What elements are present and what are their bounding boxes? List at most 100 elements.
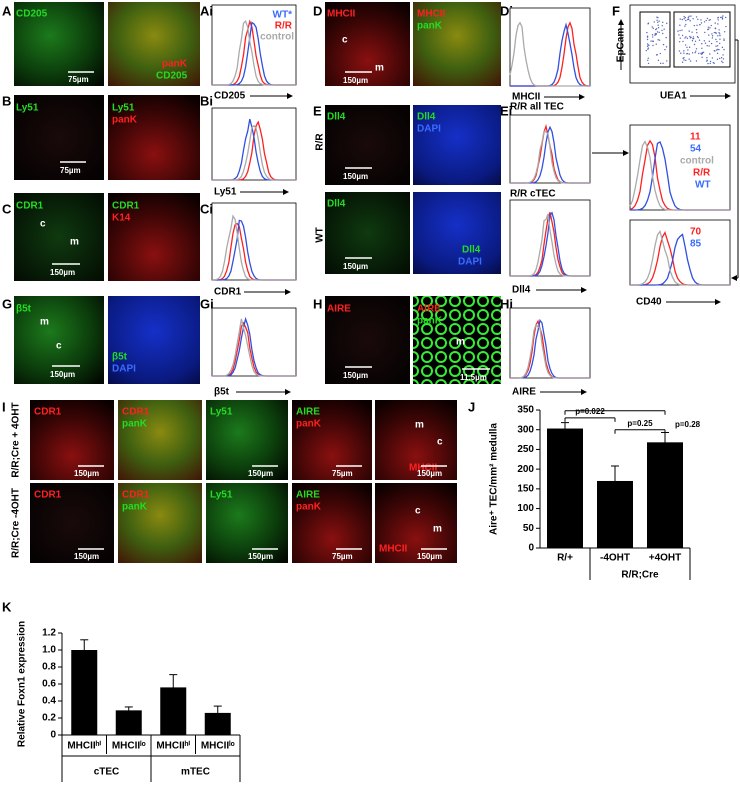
scale-label: 75µm xyxy=(68,75,89,84)
y-tick-label: 1.2 xyxy=(42,628,56,639)
dot xyxy=(689,60,692,62)
dot xyxy=(691,31,693,33)
scale-label: 150µm xyxy=(248,469,273,478)
dot xyxy=(662,32,664,35)
dot xyxy=(717,17,719,19)
histogram-curve xyxy=(212,124,296,181)
dot xyxy=(714,22,716,24)
stain-label: c xyxy=(415,506,421,517)
dot xyxy=(683,52,685,54)
dot xyxy=(646,43,649,45)
axis-label: AIRE xyxy=(512,387,536,398)
bar xyxy=(647,442,683,548)
dot xyxy=(657,59,660,62)
dot xyxy=(657,17,659,19)
dot xyxy=(662,62,664,65)
panel-letter: G xyxy=(2,296,12,311)
dot xyxy=(709,53,711,55)
dot xyxy=(690,36,692,39)
scale-label: 150µm xyxy=(343,172,368,181)
dot xyxy=(679,18,681,20)
scale-label: 150µm xyxy=(50,370,75,379)
dot xyxy=(679,29,681,32)
dot xyxy=(696,32,698,34)
micrograph xyxy=(14,296,104,384)
stain-label: Ly51 xyxy=(112,103,135,114)
dot xyxy=(685,23,687,26)
axis-label: CD205 xyxy=(214,91,246,102)
dot xyxy=(686,52,689,55)
dot xyxy=(685,59,687,62)
stain-label: panK xyxy=(417,316,443,327)
dot xyxy=(701,51,703,54)
stain-label: CD205 xyxy=(156,71,188,82)
dot xyxy=(718,48,720,51)
dot xyxy=(688,15,690,18)
dot xyxy=(700,22,703,24)
stain-label: CDR1 xyxy=(112,201,140,212)
dot xyxy=(721,60,723,63)
dot xyxy=(696,35,699,38)
dot xyxy=(681,29,683,31)
dot xyxy=(692,36,695,38)
dot-plot xyxy=(629,4,736,84)
dot xyxy=(658,39,661,41)
dot xyxy=(689,35,691,38)
x-tick-label: +4OHT xyxy=(649,553,682,564)
histogram-curve xyxy=(212,20,296,86)
stain-label: Ly51 xyxy=(210,407,233,418)
gate xyxy=(673,11,731,68)
dot xyxy=(687,49,689,51)
dot xyxy=(719,42,721,45)
dot xyxy=(685,36,687,38)
dot xyxy=(690,15,692,17)
stain-label: CDR1 xyxy=(34,407,62,418)
micrograph xyxy=(413,192,501,274)
dot xyxy=(710,24,712,27)
y-tick-label: 350 xyxy=(517,405,534,416)
histogram-curve xyxy=(629,140,730,211)
stain-label: Dll4 xyxy=(327,112,346,123)
y-tick-label: 150 xyxy=(517,483,534,494)
hist-label: 11 xyxy=(690,132,701,143)
dot xyxy=(656,19,658,21)
dot xyxy=(681,34,684,37)
x-tick-label: -4OHT xyxy=(600,553,630,564)
group-label: mTEC xyxy=(181,767,210,778)
micrograph xyxy=(14,95,104,180)
dot xyxy=(720,57,723,59)
dot xyxy=(725,25,727,28)
dot xyxy=(716,40,718,43)
dot xyxy=(713,50,716,52)
dot xyxy=(719,38,721,40)
dot xyxy=(662,21,664,24)
stain-label: DAPI xyxy=(417,124,441,135)
axis-label: β5t xyxy=(214,387,230,398)
dot xyxy=(686,46,688,49)
dot xyxy=(658,20,660,22)
dot xyxy=(721,17,724,20)
dot xyxy=(707,62,709,65)
dot xyxy=(647,47,650,49)
scale-label: 75µm xyxy=(60,166,81,175)
dot xyxy=(657,21,659,23)
scale-label: 75µm xyxy=(332,552,353,561)
region-label: m xyxy=(375,63,384,74)
hist-label: 85 xyxy=(690,239,702,250)
x-tick-label: R/+ xyxy=(557,553,573,564)
y-tick-label: 0.4 xyxy=(42,696,56,707)
dot xyxy=(717,19,719,21)
micrograph xyxy=(325,105,410,185)
stain-label: β5t xyxy=(112,352,128,363)
dot xyxy=(679,24,681,26)
micrograph xyxy=(325,296,410,384)
dot xyxy=(654,32,657,35)
dot xyxy=(655,28,658,30)
histogram-curve xyxy=(510,130,590,184)
dot xyxy=(723,39,725,42)
dot xyxy=(688,30,690,32)
legend-entry: control xyxy=(260,32,294,43)
stain-label: CDR1 xyxy=(122,490,150,501)
dot xyxy=(713,31,715,34)
dot xyxy=(721,46,724,49)
